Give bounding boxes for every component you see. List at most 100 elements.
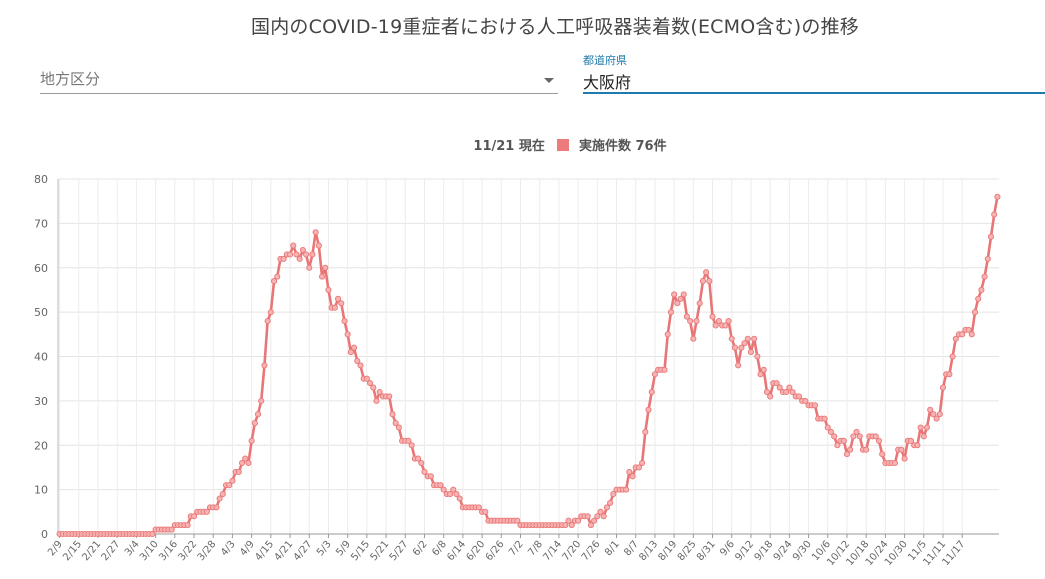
data-point — [344, 331, 351, 338]
data-point — [639, 459, 646, 467]
data-point — [776, 384, 783, 391]
data-point — [363, 375, 370, 382]
data-point — [949, 353, 956, 360]
data-point — [735, 362, 742, 369]
data-point — [248, 437, 255, 444]
data-point — [914, 442, 921, 449]
x-tick-label: 4/21 — [272, 539, 295, 563]
data-point — [367, 380, 374, 387]
data-point — [898, 446, 905, 453]
data-point — [917, 424, 924, 431]
data-point — [872, 433, 879, 440]
data-point — [584, 513, 591, 520]
x-tick-label: 3/22 — [176, 539, 199, 563]
data-point — [786, 384, 793, 391]
x-tick-label: 8/19 — [657, 539, 680, 563]
x-tick-label: 6/2 — [411, 539, 430, 558]
data-point — [693, 317, 700, 325]
chevron-down-icon[interactable] — [544, 78, 554, 83]
data-point — [971, 309, 979, 316]
data-point — [725, 317, 732, 325]
data-point — [203, 508, 210, 515]
data-point — [440, 486, 447, 493]
data-point — [184, 522, 191, 529]
data-point — [975, 295, 982, 302]
data-point — [331, 304, 338, 311]
data-point — [338, 300, 345, 307]
data-point — [984, 255, 991, 262]
prefecture-select-value: 大阪府 — [583, 73, 632, 92]
data-point — [258, 397, 265, 404]
data-point — [408, 442, 415, 449]
data-point — [712, 322, 719, 329]
data-point — [603, 504, 610, 511]
data-point — [751, 335, 758, 342]
data-point — [767, 393, 774, 400]
x-tick-label: 7/20 — [561, 539, 584, 563]
data-point — [299, 246, 306, 254]
data-point — [642, 428, 649, 435]
prefecture-select[interactable]: 都道府県 大阪府 — [583, 52, 1045, 94]
data-point — [309, 251, 316, 258]
data-point — [840, 437, 847, 444]
x-tick-label: 4/15 — [253, 539, 276, 563]
data-point — [597, 508, 604, 515]
data-point — [690, 335, 697, 342]
data-point — [901, 455, 908, 462]
data-point — [594, 513, 601, 520]
data-point — [850, 433, 857, 440]
data-point — [587, 522, 594, 529]
chart-legend[interactable]: 11/21 現在 実施件数 76件 — [0, 135, 1045, 154]
data-point — [229, 477, 236, 484]
x-tick-label: 5/3 — [315, 539, 334, 558]
data-point — [773, 380, 780, 387]
x-tick-label: 7/2 — [507, 539, 526, 558]
page-title: 国内のCOVID-19重症者における人工呼吸器装着数(ECMO含む)の推移 — [251, 16, 859, 38]
data-point — [834, 442, 841, 449]
data-point — [354, 357, 361, 364]
data-point — [968, 331, 975, 338]
data-point — [680, 291, 687, 298]
data-point — [744, 335, 751, 342]
y-tick-label: 70 — [34, 217, 48, 230]
x-tick-label: 3/16 — [157, 539, 180, 563]
data-point — [168, 526, 175, 533]
data-point — [853, 428, 860, 435]
data-point — [286, 251, 294, 258]
data-point — [306, 264, 313, 271]
data-point — [661, 366, 668, 373]
data-point — [610, 491, 617, 498]
data-point — [843, 451, 851, 458]
data-point — [370, 384, 377, 391]
data-point — [847, 446, 854, 453]
data-point — [264, 317, 271, 325]
data-point — [293, 251, 300, 258]
y-tick-label: 20 — [34, 439, 48, 452]
data-point — [863, 446, 870, 453]
data-point — [335, 295, 342, 302]
data-point — [238, 459, 246, 467]
data-point — [927, 406, 934, 413]
data-point — [325, 286, 332, 293]
data-point — [421, 468, 428, 475]
data-point — [568, 522, 575, 529]
y-tick-label: 0 — [41, 528, 48, 541]
data-point — [667, 309, 674, 316]
region-select[interactable]: 地方区分 — [40, 62, 558, 94]
data-point — [322, 264, 329, 271]
data-point — [303, 251, 310, 258]
data-point — [715, 317, 722, 325]
data-point — [709, 313, 716, 320]
x-tick-label: 8/31 — [695, 539, 718, 563]
data-point — [824, 424, 831, 431]
data-point — [213, 504, 220, 511]
x-tick-label: 6/26 — [484, 539, 507, 563]
data-point — [741, 340, 748, 347]
data-point — [731, 344, 738, 351]
x-tick-label: 3/10 — [138, 539, 161, 563]
data-point — [312, 229, 319, 236]
data-point — [933, 415, 940, 422]
data-point — [674, 300, 681, 307]
data-point — [760, 366, 767, 373]
data-point — [987, 233, 995, 240]
